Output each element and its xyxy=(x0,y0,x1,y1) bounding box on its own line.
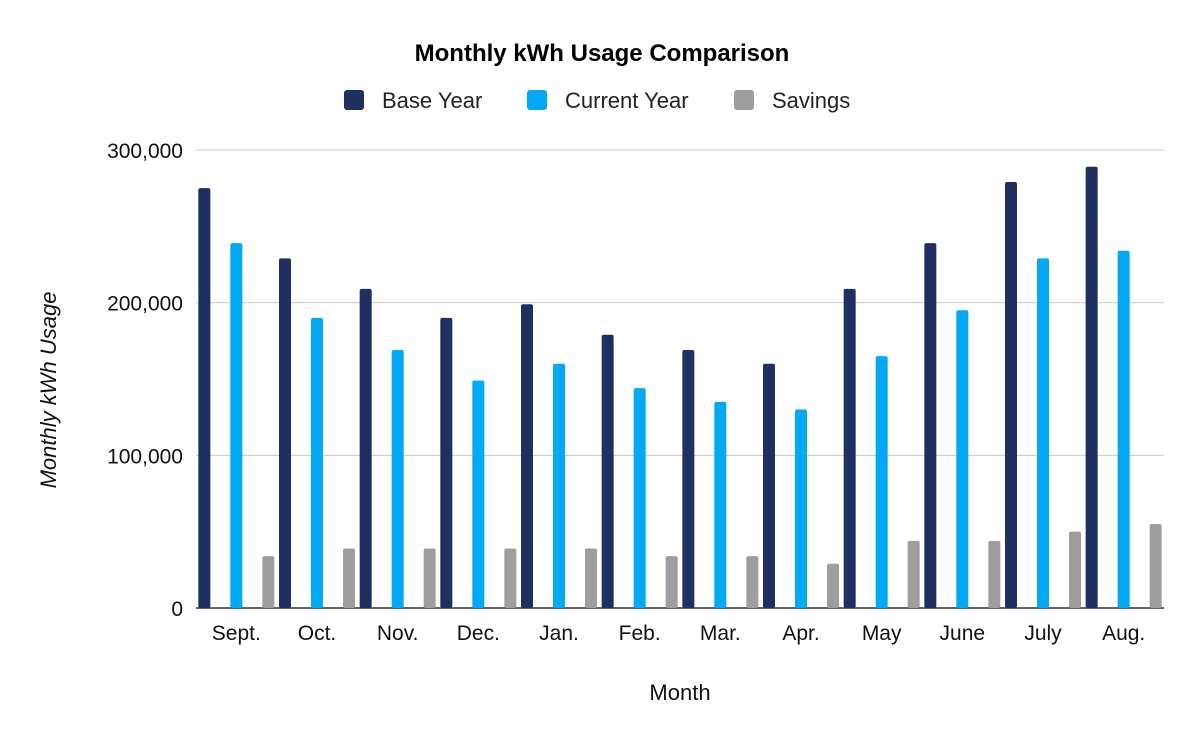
y-tick-label: 200,000 xyxy=(107,293,183,316)
bar-base-year xyxy=(440,317,453,608)
bar-base-year xyxy=(924,243,937,609)
y-axis-title: Monthly kWh Usage xyxy=(36,292,61,489)
x-tick-label: Feb. xyxy=(619,622,661,645)
bar-base-year xyxy=(359,288,372,608)
bar-current-year xyxy=(956,310,969,608)
legend-label: Current Year xyxy=(565,88,689,113)
x-tick-label: Oct. xyxy=(298,622,337,645)
legend: Base Year Current Year Savings xyxy=(344,88,850,113)
bar-current-year xyxy=(311,317,323,608)
x-tick-label: Nov. xyxy=(377,622,419,645)
bar-current-year xyxy=(472,380,485,608)
bar-savings xyxy=(827,563,839,608)
y-tick-label: 0 xyxy=(171,598,183,621)
x-tick-label: July xyxy=(1024,622,1062,645)
x-tick-label: Sept. xyxy=(212,622,261,645)
bar-current-year xyxy=(1117,250,1130,608)
bar-base-year xyxy=(1085,166,1098,608)
bar-base-year xyxy=(1005,182,1017,608)
y-axis-ticks: 0 100,000 200,000 300,000 xyxy=(107,140,183,621)
legend-item: Base Year xyxy=(344,88,482,113)
bar-savings xyxy=(746,556,759,608)
x-axis-title: Month xyxy=(649,680,710,705)
x-tick-label: Dec. xyxy=(457,622,500,645)
bar-current-year xyxy=(633,388,646,608)
bar-savings xyxy=(907,540,920,608)
bar-base-year xyxy=(843,288,856,608)
x-tick-label: Aug. xyxy=(1102,622,1145,645)
gridlines xyxy=(196,149,1164,609)
bar-base-year xyxy=(279,258,291,608)
x-tick-label: Mar. xyxy=(700,622,741,645)
legend-swatch xyxy=(344,90,364,110)
bar-base-year xyxy=(521,304,533,608)
bar-savings xyxy=(343,548,355,608)
bar-current-year xyxy=(714,401,727,608)
y-tick-label: 100,000 xyxy=(107,445,183,468)
bar-savings xyxy=(423,548,436,608)
bar-current-year xyxy=(553,363,565,608)
chart-title: Monthly kWh Usage Comparison xyxy=(415,40,790,67)
bar-base-year xyxy=(601,334,614,608)
bar-savings xyxy=(665,556,678,608)
x-tick-label: May xyxy=(862,622,902,645)
bar-current-year xyxy=(391,349,404,608)
bar-base-year xyxy=(198,188,211,608)
y-tick-label: 300,000 xyxy=(107,140,183,163)
legend-swatch xyxy=(527,90,547,110)
bars xyxy=(198,166,1162,609)
legend-label: Base Year xyxy=(382,88,482,113)
bar-savings xyxy=(585,548,597,608)
legend-label: Savings xyxy=(772,88,850,113)
bar-base-year xyxy=(763,363,775,608)
legend-item: Current Year xyxy=(527,88,689,113)
legend-swatch xyxy=(734,90,754,110)
bar-savings xyxy=(1069,531,1081,608)
x-axis-ticks: Sept. Oct. Nov. Dec. Jan. Feb. Mar. Apr. May June… xyxy=(212,622,1145,645)
x-tick-label: June xyxy=(940,622,986,645)
bar-current-year xyxy=(230,243,243,609)
bar-current-year xyxy=(795,409,807,608)
bar-savings xyxy=(262,556,275,608)
bar-current-year xyxy=(875,356,888,608)
bar-base-year xyxy=(682,349,695,608)
x-tick-label: Apr. xyxy=(782,622,819,645)
bar-savings xyxy=(988,540,1001,608)
legend-item: Savings xyxy=(734,88,850,113)
bar-savings xyxy=(504,548,517,608)
bar-current-year xyxy=(1037,258,1049,608)
bar-savings xyxy=(1149,524,1162,608)
x-tick-label: Jan. xyxy=(539,622,579,645)
